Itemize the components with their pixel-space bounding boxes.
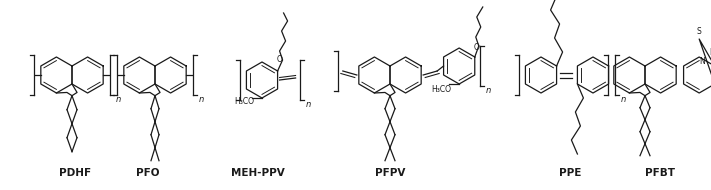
Text: PFO: PFO: [137, 168, 160, 178]
Text: PPE: PPE: [559, 168, 581, 178]
Text: O: O: [277, 55, 282, 64]
Text: MEH-PPV: MEH-PPV: [231, 168, 285, 178]
Text: n: n: [486, 86, 491, 95]
Text: O: O: [474, 43, 480, 52]
Text: N: N: [699, 57, 705, 66]
Text: N: N: [709, 48, 711, 57]
Text: S: S: [697, 27, 702, 36]
Text: PDHF: PDHF: [59, 168, 91, 178]
Text: n: n: [199, 95, 205, 104]
Text: PFPV: PFPV: [375, 168, 405, 178]
Text: n: n: [621, 95, 626, 104]
Text: n: n: [306, 100, 311, 109]
Text: H₃CO: H₃CO: [431, 86, 451, 94]
Text: H₃CO: H₃CO: [234, 97, 254, 107]
Text: PFBT: PFBT: [645, 168, 675, 178]
Text: n: n: [116, 95, 122, 104]
